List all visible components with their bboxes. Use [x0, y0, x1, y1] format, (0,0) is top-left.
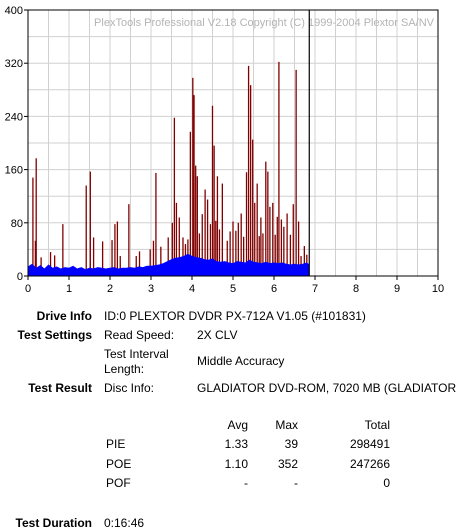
- x-tick-label: 4: [189, 283, 195, 295]
- y-axis-ticks: 0 80 160 240 320 400: [5, 5, 28, 283]
- y-tick-label: 240: [5, 111, 23, 123]
- x-tick-label: 1: [66, 283, 72, 295]
- interval-label-line2: Length:: [104, 362, 145, 376]
- row-name: PIE: [106, 437, 126, 451]
- y-tick-label: 160: [5, 165, 23, 177]
- read-speed-label: Read Speed:: [104, 328, 175, 342]
- drive-info-value: ID:0 PLEXTOR DVDR PX-712A V1.05 (#101831…: [104, 309, 366, 323]
- interval-value: Middle Accuracy: [197, 354, 285, 368]
- results-header-avg: Avg: [227, 418, 248, 432]
- row-avg: 1.10: [224, 457, 248, 471]
- y-tick-label: 320: [5, 58, 23, 70]
- y-tick-label: 400: [5, 5, 23, 17]
- results-header-max: Max: [275, 418, 298, 432]
- x-tick-label: 0: [25, 283, 31, 295]
- y-tick-label: 80: [11, 218, 23, 230]
- x-tick-label: 5: [230, 283, 236, 295]
- x-tick-label: 10: [432, 283, 444, 295]
- x-tick-label: 3: [148, 283, 154, 295]
- x-tick-label: 2: [107, 283, 113, 295]
- test-duration-value: 0:16:46: [104, 516, 145, 530]
- row-max: -: [294, 476, 298, 490]
- error-chart: PlexTools Professional V2.18 Copyright (…: [5, 5, 444, 295]
- disc-info-label: Disc Info:: [104, 381, 155, 395]
- x-tick-label: 9: [394, 283, 400, 295]
- row-name: POE: [106, 457, 132, 471]
- interval-label-line1: Test Interval: [104, 347, 169, 361]
- drive-info-label: Drive Info: [36, 309, 92, 323]
- read-speed-value: 2X CLV: [197, 328, 238, 342]
- x-tick-label: 6: [271, 283, 277, 295]
- row-total: 298491: [349, 437, 390, 451]
- row-total: 247266: [349, 457, 390, 471]
- x-tick-label: 8: [353, 283, 359, 295]
- row-name: POF: [106, 476, 131, 490]
- test-settings-label: Test Settings: [17, 328, 92, 342]
- test-duration-label: Test Duration: [15, 516, 92, 530]
- test-result-label: Test Result: [28, 381, 92, 395]
- row-max: 39: [284, 437, 298, 451]
- row-avg: 1.33: [224, 437, 248, 451]
- row-total: 0: [383, 476, 390, 490]
- y-tick-label: 0: [17, 271, 23, 283]
- x-axis-ticks: 0 1 2 3 4 5 6 7 8 9 10: [25, 276, 444, 295]
- chart-watermark: PlexTools Professional V2.18 Copyright (…: [94, 17, 435, 29]
- disc-info-value: GLADIATOR DVD-ROM, 7020 MB (GLADIATOR): [197, 381, 456, 395]
- row-avg: -: [244, 476, 248, 490]
- results-header-total: Total: [364, 418, 390, 432]
- x-tick-label: 7: [312, 283, 318, 295]
- pie-series-area: [27, 253, 310, 277]
- row-max: 352: [277, 457, 298, 471]
